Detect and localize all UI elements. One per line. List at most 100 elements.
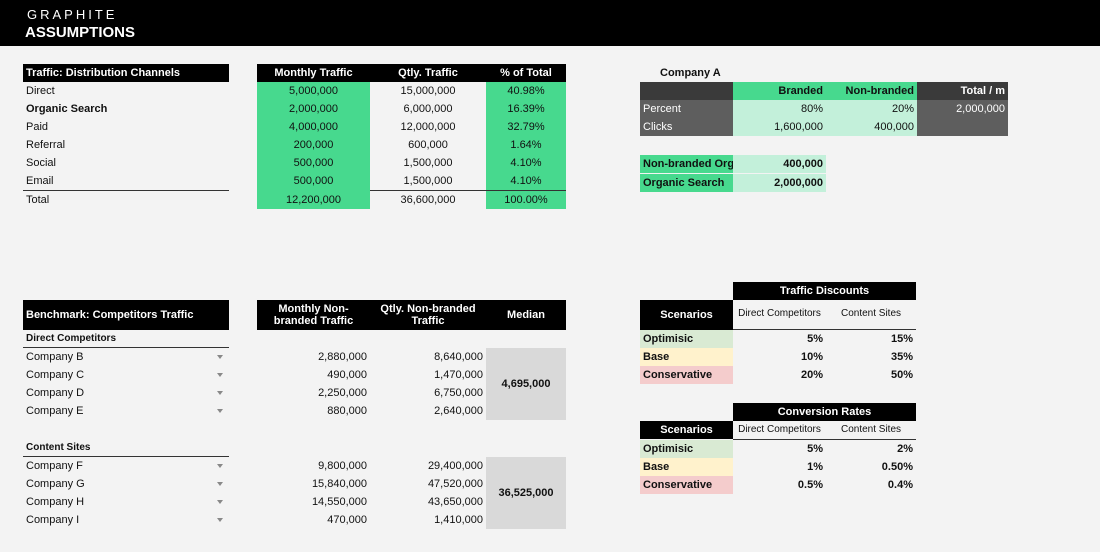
traffic-row-qtly[interactable]: 600,000 bbox=[408, 139, 448, 151]
competitor-qtly[interactable]: 47,520,000 bbox=[427, 478, 483, 490]
competitor-qtly[interactable]: 43,650,000 bbox=[427, 496, 483, 508]
competitor-qtly[interactable]: 6,750,000 bbox=[434, 387, 483, 399]
discount-direct-value[interactable]: 20% bbox=[800, 369, 823, 381]
dropdown-arrow-icon[interactable] bbox=[217, 409, 223, 413]
traffic-row-label[interactable]: Paid bbox=[26, 121, 49, 133]
traffic-row-label[interactable]: Email bbox=[26, 175, 54, 187]
competitor-monthly[interactable]: 880,000 bbox=[327, 405, 367, 417]
competitor-name[interactable]: Company D bbox=[26, 387, 85, 399]
traffic-row-pct[interactable]: 32.79% bbox=[507, 121, 545, 133]
content-median-value[interactable]: 36,525,000 bbox=[486, 457, 566, 529]
percent-nonbranded[interactable]: 20% bbox=[826, 100, 917, 118]
traffic-row-pct[interactable]: 1.64% bbox=[510, 139, 542, 151]
traffic-row-pct[interactable]: 40.98% bbox=[507, 85, 545, 97]
header-divider bbox=[733, 439, 916, 440]
conversion-direct-value[interactable]: 1% bbox=[807, 461, 823, 473]
direct-median-value[interactable]: 4,695,000 bbox=[486, 348, 566, 420]
competitor-qtly[interactable]: 1,470,000 bbox=[434, 369, 483, 381]
dropdown-arrow-icon[interactable] bbox=[217, 373, 223, 377]
traffic-col-pct: % of Total bbox=[486, 64, 566, 82]
traffic-row-qtly[interactable]: 12,000,000 bbox=[400, 121, 456, 133]
scenarios-header: Scenarios bbox=[640, 300, 733, 330]
page-title: ASSUMPTIONS bbox=[25, 24, 136, 41]
competitor-monthly[interactable]: 2,880,000 bbox=[318, 351, 367, 363]
traffic-row-monthly[interactable]: 200,000 bbox=[293, 139, 334, 151]
traffic-total-pct[interactable]: 100.00% bbox=[504, 194, 548, 206]
total-per-month-value[interactable]: 2,000,000 bbox=[917, 100, 1008, 136]
benchmark-col-monthly: Monthly Non-branded Traffic bbox=[257, 300, 370, 330]
traffic-row-qtly[interactable]: 6,000,000 bbox=[403, 103, 453, 115]
competitor-name[interactable]: Company E bbox=[26, 405, 84, 417]
traffic-row-monthly[interactable]: 500,000 bbox=[293, 175, 334, 187]
conversion-content-value[interactable]: 0.4% bbox=[887, 479, 913, 491]
competitor-qtly[interactable]: 8,640,000 bbox=[434, 351, 483, 363]
competitor-name[interactable]: Company F bbox=[26, 460, 83, 472]
conversion-col-content: Content Sites bbox=[840, 424, 902, 435]
dropdown-arrow-icon[interactable] bbox=[217, 482, 223, 486]
scenario-conservative: Conservative bbox=[640, 476, 733, 494]
traffic-row-label[interactable]: Social bbox=[26, 157, 56, 169]
conversion-direct-value[interactable]: 0.5% bbox=[797, 479, 823, 491]
conversion-direct-value[interactable]: 5% bbox=[807, 443, 823, 455]
traffic-table-title: Traffic: Distribution Channels bbox=[23, 64, 229, 82]
clicks-nonbranded[interactable]: 400,000 bbox=[826, 118, 917, 136]
organic-search-value[interactable]: 2,000,000 bbox=[733, 174, 826, 192]
traffic-total-qtly[interactable]: 36,600,000 bbox=[400, 194, 456, 206]
company-a-col-nonbranded: Non-branded bbox=[826, 82, 917, 100]
monthly-highlight bbox=[257, 82, 370, 209]
company-a-col-total: Total / m bbox=[917, 82, 1008, 100]
discount-col-content: Content Sites bbox=[840, 308, 902, 319]
traffic-total-label[interactable]: Total bbox=[26, 194, 50, 206]
discount-direct-value[interactable]: 10% bbox=[800, 351, 823, 363]
traffic-row-qtly[interactable]: 1,500,000 bbox=[403, 175, 453, 187]
traffic-discounts-title: Traffic Discounts bbox=[733, 282, 916, 300]
pct-highlight bbox=[486, 82, 566, 209]
conversion-content-value[interactable]: 2% bbox=[897, 443, 913, 455]
percent-branded[interactable]: 80% bbox=[733, 100, 826, 118]
competitor-monthly[interactable]: 14,550,000 bbox=[311, 496, 367, 508]
scenario-base: Base bbox=[640, 458, 733, 476]
traffic-row-pct[interactable]: 4.10% bbox=[510, 175, 542, 187]
traffic-row-monthly[interactable]: 5,000,000 bbox=[289, 85, 338, 97]
traffic-row-label[interactable]: Organic Search bbox=[26, 103, 108, 115]
competitor-monthly[interactable]: 490,000 bbox=[327, 369, 367, 381]
discount-content-value[interactable]: 50% bbox=[890, 369, 913, 381]
benchmark-col-median: Median bbox=[486, 300, 566, 330]
competitor-name[interactable]: Company C bbox=[26, 369, 85, 381]
conversion-content-value[interactable]: 0.50% bbox=[881, 461, 913, 473]
competitor-qtly[interactable]: 1,410,000 bbox=[434, 514, 483, 526]
competitor-monthly[interactable]: 2,250,000 bbox=[318, 387, 367, 399]
competitor-name[interactable]: Company H bbox=[26, 496, 85, 508]
traffic-row-monthly[interactable]: 500,000 bbox=[293, 157, 334, 169]
competitor-name[interactable]: Company I bbox=[26, 514, 80, 526]
competitor-qtly[interactable]: 2,640,000 bbox=[434, 405, 483, 417]
dropdown-arrow-icon[interactable] bbox=[217, 518, 223, 522]
competitor-qtly[interactable]: 29,400,000 bbox=[427, 460, 483, 472]
traffic-total-monthly[interactable]: 12,200,000 bbox=[285, 194, 342, 206]
traffic-row-qtly[interactable]: 1,500,000 bbox=[403, 157, 453, 169]
traffic-row-label[interactable]: Direct bbox=[26, 85, 55, 97]
competitor-name[interactable]: Company G bbox=[26, 478, 85, 490]
discount-content-value[interactable]: 35% bbox=[890, 351, 913, 363]
dropdown-arrow-icon[interactable] bbox=[217, 464, 223, 468]
traffic-row-monthly[interactable]: 4,000,000 bbox=[289, 121, 338, 133]
traffic-row-label[interactable]: Referral bbox=[26, 139, 66, 151]
competitor-name[interactable]: Company B bbox=[26, 351, 84, 363]
traffic-row-pct[interactable]: 4.10% bbox=[510, 157, 542, 169]
traffic-row-monthly[interactable]: 2,000,000 bbox=[289, 103, 338, 115]
traffic-row-pct[interactable]: 16.39% bbox=[507, 103, 545, 115]
dropdown-arrow-icon[interactable] bbox=[217, 391, 223, 395]
header-divider bbox=[733, 329, 916, 330]
competitor-monthly[interactable]: 15,840,000 bbox=[311, 478, 367, 490]
company-a-title: Company A bbox=[660, 67, 721, 79]
clicks-branded[interactable]: 1,600,000 bbox=[733, 118, 826, 136]
dropdown-arrow-icon[interactable] bbox=[217, 500, 223, 504]
nonbranded-organic-value[interactable]: 400,000 bbox=[733, 155, 826, 173]
nonbranded-organic-label: Non-branded Orga bbox=[640, 155, 733, 173]
discount-content-value[interactable]: 15% bbox=[890, 333, 913, 345]
dropdown-arrow-icon[interactable] bbox=[217, 355, 223, 359]
competitor-monthly[interactable]: 470,000 bbox=[327, 514, 367, 526]
discount-direct-value[interactable]: 5% bbox=[807, 333, 823, 345]
competitor-monthly[interactable]: 9,800,000 bbox=[318, 460, 367, 472]
traffic-row-qtly[interactable]: 15,000,000 bbox=[400, 85, 456, 97]
